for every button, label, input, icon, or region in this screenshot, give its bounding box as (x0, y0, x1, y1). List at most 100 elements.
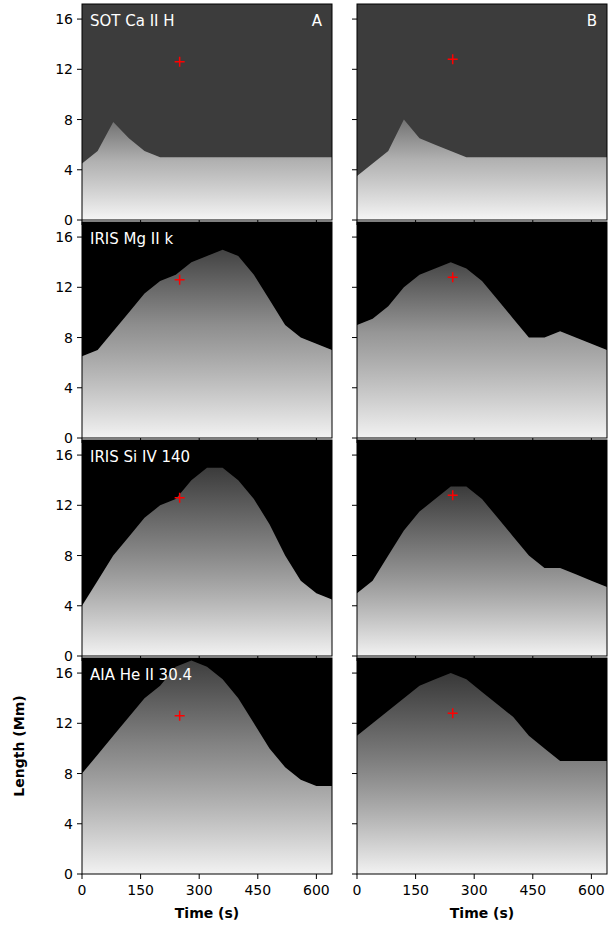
y-tick (352, 438, 357, 439)
panel-title: SOT Ca II H (90, 12, 175, 30)
panel (352, 440, 607, 661)
y-tick (77, 387, 82, 388)
x-tick (199, 874, 200, 879)
y-tick-label: 16 (55, 11, 73, 27)
panel-title: AIA He II 30.4 (90, 666, 192, 684)
y-tick-label: 0 (64, 212, 73, 228)
x-tick-label: 0 (78, 882, 87, 898)
y-tick-label: 4 (64, 380, 73, 396)
y-tick (77, 337, 82, 338)
y-tick-label: 4 (64, 162, 73, 178)
x-tick (257, 874, 258, 879)
y-tick (352, 505, 357, 506)
bright-region (82, 250, 332, 438)
y-tick-label: 8 (64, 548, 73, 564)
y-tick (352, 555, 357, 556)
y-tick (77, 237, 82, 238)
x-tick (82, 874, 83, 879)
x-tick-label: 600 (578, 882, 605, 898)
panel-background (82, 222, 332, 438)
x-tick (415, 874, 416, 879)
y-tick (352, 673, 357, 674)
panel-background (82, 4, 332, 220)
y-tick (352, 119, 357, 120)
y-tick-label: 8 (64, 766, 73, 782)
y-tick (77, 656, 82, 657)
cross-marker (175, 275, 185, 285)
panel-background (357, 4, 607, 220)
bright-region (357, 673, 607, 874)
panel: 0481216IRIS Mg II k (55, 222, 332, 446)
y-tick (352, 455, 357, 456)
cross-marker (175, 57, 185, 67)
figure: 0481216SOT Ca II HAB0481216IRIS Mg II k0… (0, 0, 613, 948)
x-tick-label: 0 (353, 882, 362, 898)
y-tick (352, 237, 357, 238)
y-axis-title: Length (Mm) (11, 695, 27, 796)
y-tick (352, 387, 357, 388)
x-tick (316, 874, 317, 879)
plot-area (357, 262, 607, 438)
plot-area (82, 250, 332, 438)
y-tick (352, 656, 357, 657)
y-tick (77, 874, 82, 875)
plot-area (357, 54, 607, 220)
y-tick (352, 287, 357, 288)
y-tick (77, 555, 82, 556)
y-tick (352, 723, 357, 724)
x-axis-title: Time (s) (175, 905, 239, 921)
plot-area (82, 468, 332, 656)
frame (82, 658, 332, 874)
x-tick-label: 300 (461, 882, 488, 898)
cross-marker (175, 493, 185, 503)
frame (82, 222, 332, 438)
panel-background (357, 440, 607, 656)
y-tick (77, 773, 82, 774)
plot-area (82, 57, 332, 220)
y-tick (352, 169, 357, 170)
bright-region (357, 120, 607, 220)
panel-background (82, 440, 332, 656)
y-tick-label: 12 (55, 279, 73, 295)
plot-area (82, 661, 332, 874)
panel: B (352, 4, 607, 225)
bright-region (82, 661, 332, 874)
bright-region (82, 122, 332, 220)
y-tick (352, 337, 357, 338)
frame (82, 4, 332, 220)
y-tick (352, 19, 357, 20)
y-tick (352, 605, 357, 606)
panel: 04812160150300450600AIA He II 30.4Time (… (11, 658, 332, 921)
y-tick-label: 0 (64, 866, 73, 882)
y-tick (77, 438, 82, 439)
y-tick-label: 4 (64, 816, 73, 832)
y-tick (77, 605, 82, 606)
y-tick (352, 773, 357, 774)
x-tick (357, 874, 358, 879)
panel (352, 222, 607, 443)
y-tick (77, 220, 82, 221)
y-tick-label: 12 (55, 715, 73, 731)
y-tick (77, 823, 82, 824)
y-tick (77, 69, 82, 70)
x-tick (140, 874, 141, 879)
y-tick-label: 0 (64, 648, 73, 664)
y-tick-label: 4 (64, 598, 73, 614)
cross-marker (448, 708, 458, 718)
y-tick-label: 12 (55, 497, 73, 513)
cross-marker (448, 54, 458, 64)
y-tick-label: 16 (55, 447, 73, 463)
frame (357, 4, 607, 220)
y-tick-label: 8 (64, 112, 73, 128)
frame (82, 440, 332, 656)
y-tick (77, 287, 82, 288)
plot-area (357, 486, 607, 656)
panel: 0481216SOT Ca II HA (55, 4, 332, 228)
panel: 0481216IRIS Si IV 140 (55, 440, 332, 664)
x-tick (474, 874, 475, 879)
y-tick (77, 455, 82, 456)
x-tick (591, 874, 592, 879)
y-tick (77, 119, 82, 120)
y-tick (352, 69, 357, 70)
panel-letter: A (312, 12, 323, 30)
